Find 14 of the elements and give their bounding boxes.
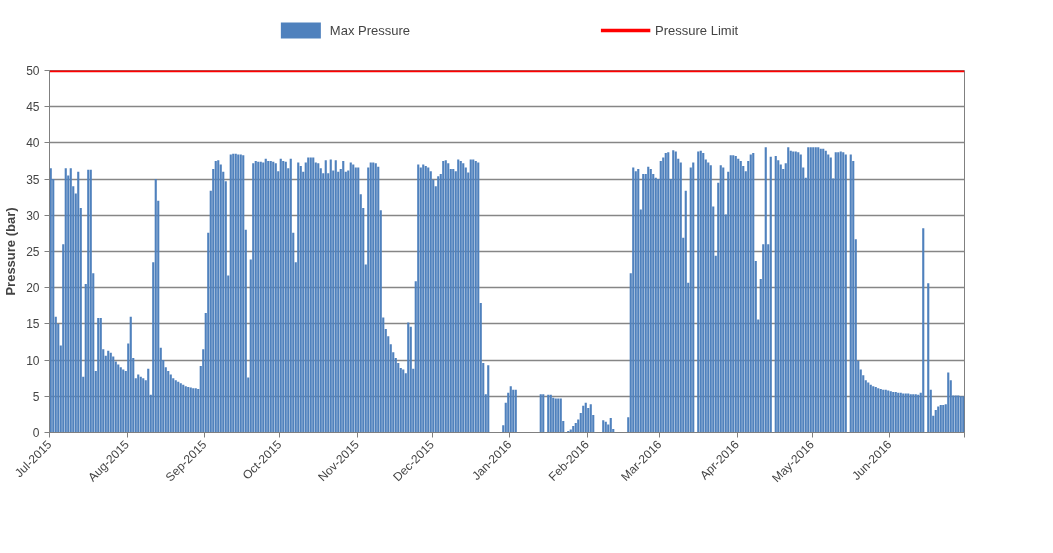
y-tick-label: 15 — [26, 317, 40, 332]
y-tick-label: 0 — [32, 426, 40, 440]
y-tick-label: 10 — [26, 353, 40, 368]
y-tick-label: 20 — [26, 281, 40, 296]
y-tick-label: 50 — [26, 64, 40, 78]
legend-label: Pressure Limit — [655, 22, 739, 38]
legend-label: Max Pressure — [329, 22, 411, 38]
y-tick-label: 5 — [32, 389, 40, 404]
y-tick-label: 35 — [26, 172, 40, 187]
y-tick-label: 25 — [26, 245, 40, 259]
y-axis-title: Pressure (bar) — [3, 207, 19, 296]
y-tick-label: 30 — [26, 208, 40, 223]
y-tick-label: 45 — [26, 100, 40, 115]
y-tick-label: 40 — [26, 136, 40, 151]
